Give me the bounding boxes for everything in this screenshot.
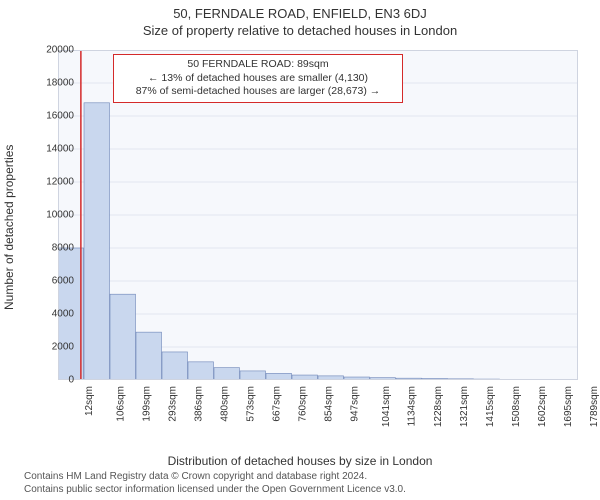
y-tick-label: 14000 (34, 144, 74, 155)
y-tick-label: 0 (34, 375, 74, 386)
histogram-bar (136, 332, 161, 380)
x-tick-label: 12sqm (84, 386, 95, 416)
x-tick-label: 1695sqm (563, 386, 574, 427)
x-tick-label: 1228sqm (433, 386, 444, 427)
x-tick-label: 293sqm (168, 386, 179, 422)
annotation-callout: 50 FERNDALE ROAD: 89sqm← 13% of detached… (113, 54, 403, 103)
page-title: 50, FERNDALE ROAD, ENFIELD, EN3 6DJ (0, 0, 600, 21)
x-tick-label: 1321sqm (459, 386, 470, 427)
x-tick-label: 1415sqm (485, 386, 496, 427)
x-tick-label: 1602sqm (537, 386, 548, 427)
x-tick-label: 573sqm (246, 386, 257, 422)
footer-line-2: Contains public sector information licen… (24, 484, 406, 497)
x-tick-label: 760sqm (298, 386, 309, 422)
footer-line-1: Contains HM Land Registry data © Crown c… (24, 471, 406, 484)
x-tick-label: 854sqm (324, 386, 335, 422)
y-tick-label: 6000 (34, 276, 74, 287)
y-tick-label: 2000 (34, 342, 74, 353)
x-tick-label: 199sqm (142, 386, 153, 422)
y-tick-label: 16000 (34, 111, 74, 122)
x-tick-label: 1134sqm (406, 386, 417, 426)
histogram-bar (162, 352, 187, 380)
x-tick-label: 480sqm (220, 386, 231, 422)
y-tick-label: 10000 (34, 210, 74, 221)
x-tick-label: 106sqm (116, 386, 127, 422)
footer-attribution: Contains HM Land Registry data © Crown c… (24, 471, 406, 496)
y-tick-label: 8000 (34, 243, 74, 254)
annotation-line: 50 FERNDALE ROAD: 89sqm (120, 58, 396, 72)
y-axis-label: Number of detached properties (2, 145, 16, 310)
x-axis-label: Distribution of detached houses by size … (0, 454, 600, 468)
x-tick-label: 1041sqm (381, 386, 392, 427)
x-tick-label: 386sqm (194, 386, 205, 422)
histogram-bar (240, 371, 265, 380)
annotation-line: ← 13% of detached houses are smaller (4,… (120, 72, 396, 86)
page-subtitle: Size of property relative to detached ho… (0, 21, 600, 38)
y-tick-label: 12000 (34, 177, 74, 188)
y-tick-label: 20000 (34, 45, 74, 56)
y-tick-label: 18000 (34, 78, 74, 89)
x-tick-label: 947sqm (350, 386, 361, 422)
histogram-bar (110, 294, 135, 380)
y-tick-label: 4000 (34, 309, 74, 320)
annotation-line: 87% of semi-detached houses are larger (… (120, 85, 396, 99)
histogram-bar (84, 103, 109, 380)
x-tick-label: 1508sqm (511, 386, 522, 427)
x-tick-label: 1789sqm (589, 386, 600, 427)
histogram-bar (214, 368, 239, 380)
x-tick-label: 667sqm (272, 386, 283, 422)
histogram-bar (188, 362, 213, 380)
